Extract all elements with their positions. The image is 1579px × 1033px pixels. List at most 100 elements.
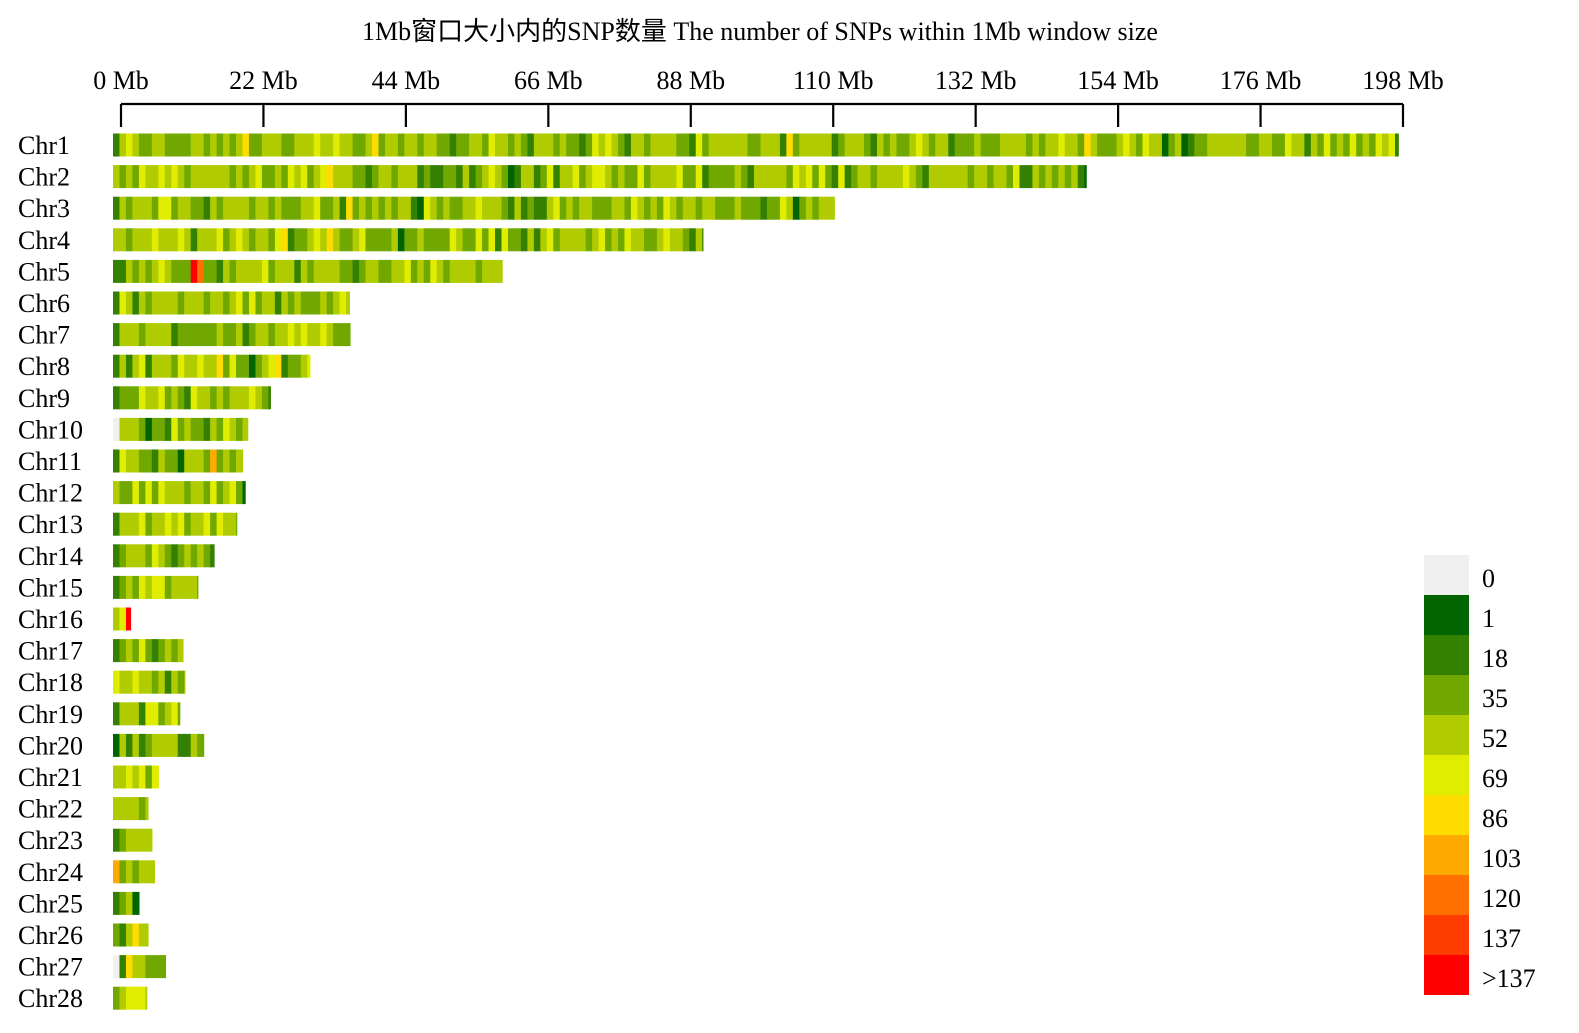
chromosome-label: Chr10 [18, 415, 83, 444]
snp-window-cell [132, 133, 140, 157]
chart-title: 1Mb窗口大小内的SNP数量 The number of SNPs within… [362, 17, 1158, 46]
snp-window-cell [1000, 165, 1008, 189]
snp-window-cell [113, 607, 121, 631]
snp-window-cell [138, 449, 146, 473]
snp-window-cell [766, 196, 775, 220]
snp-window-cell [546, 165, 554, 189]
snp-window-cell [190, 386, 198, 410]
snp-window-cell [462, 259, 470, 283]
snp-window-cell [216, 386, 224, 410]
snp-window-cell [184, 323, 192, 347]
snp-window-cell [1090, 133, 1098, 157]
snp-window-cell [475, 228, 483, 252]
snp-window-cell [177, 512, 185, 536]
snp-window-cell [261, 323, 269, 347]
snp-window-cell [268, 228, 276, 252]
snp-window-cell [1058, 133, 1066, 157]
snp-window-cell [203, 291, 211, 315]
snp-window-cell [520, 228, 528, 252]
snp-window-cell [456, 228, 464, 252]
snp-window-cell [113, 986, 121, 1010]
snp-window-cell [980, 165, 988, 189]
chromosome-row: Chr4 [18, 226, 704, 255]
snp-window-cell [741, 133, 749, 157]
snp-window-cell [689, 133, 697, 157]
snp-window-cell [242, 259, 250, 283]
snp-window-cell [624, 196, 632, 220]
snp-window-cell [391, 196, 399, 220]
snp-window-cell [346, 323, 351, 347]
snp-window-cell [294, 259, 302, 283]
snp-window-cell [177, 449, 185, 473]
snp-window-cell [216, 291, 224, 315]
snp-window-cell [430, 196, 438, 220]
snp-window-cell [255, 259, 263, 283]
snp-window-cell [229, 386, 237, 410]
snp-window-cell [177, 639, 184, 663]
snp-window-cell [566, 228, 574, 252]
snp-window-cell [851, 133, 859, 157]
snp-window-cell [268, 165, 276, 189]
snp-window-cell [410, 259, 418, 283]
snp-window-cell [132, 354, 140, 378]
snp-window-cell [365, 165, 373, 189]
snp-window-cell [190, 354, 198, 378]
snp-window-cell [1291, 133, 1299, 157]
snp-window-cell [650, 228, 658, 252]
snp-window-cell [488, 133, 496, 157]
snp-window-cell [151, 228, 159, 252]
snp-window-cell [184, 259, 192, 283]
snp-window-cell [113, 860, 121, 884]
legend-swatch [1424, 835, 1469, 875]
snp-window-cell [132, 165, 140, 189]
snp-window-cell [682, 228, 690, 252]
snp-window-cell [151, 449, 159, 473]
snp-window-cell [624, 133, 632, 157]
snp-window-cell [125, 228, 134, 252]
snp-window-cell [132, 481, 140, 505]
snp-window-cell [138, 733, 146, 757]
snp-window-cell [682, 165, 690, 189]
snp-window-cell [527, 196, 535, 220]
snp-window-cell [391, 165, 399, 189]
snp-window-cell [333, 196, 341, 220]
snp-window-cell [113, 481, 121, 505]
snp-window-cell [948, 165, 956, 189]
snp-window-cell [294, 165, 302, 189]
snp-window-cell [151, 417, 159, 441]
snp-window-cell [546, 196, 554, 220]
snp-window-cell [359, 165, 367, 189]
snp-window-cell [184, 481, 192, 505]
snp-window-cell [1207, 133, 1215, 157]
snp-window-cell [248, 133, 257, 157]
snp-window-cell [637, 165, 645, 189]
snp-window-cell [138, 417, 146, 441]
snp-window-cell [747, 133, 755, 157]
snp-window-cell [553, 165, 561, 189]
snp-window-cell [346, 259, 354, 283]
snp-window-cell [482, 228, 490, 252]
snp-window-cell [151, 481, 159, 505]
snp-window-cell [1395, 133, 1399, 157]
snp-window-cell [164, 228, 172, 252]
snp-window-cell [1278, 133, 1286, 157]
snp-window-cell [831, 133, 839, 157]
legend-swatch [1424, 635, 1469, 675]
snp-window-cell [203, 417, 211, 441]
snp-window-cell [482, 259, 490, 283]
snp-window-cell [378, 228, 386, 252]
snp-window-cell [1382, 133, 1390, 157]
snp-window-cell [1297, 133, 1305, 157]
snp-window-cell [495, 228, 503, 252]
snp-window-cell [643, 228, 652, 252]
snp-window-cell [333, 259, 341, 283]
snp-window-cell [171, 702, 179, 726]
snp-window-cell [488, 165, 496, 189]
snp-window-cell [339, 196, 347, 220]
snp-window-cell [158, 733, 166, 757]
snp-window-cell [656, 196, 664, 220]
snp-window-cell [792, 196, 800, 220]
snp-window-cell [462, 196, 470, 220]
chromosome-row: Chr7 [18, 321, 351, 350]
snp-window-cell [255, 386, 263, 410]
